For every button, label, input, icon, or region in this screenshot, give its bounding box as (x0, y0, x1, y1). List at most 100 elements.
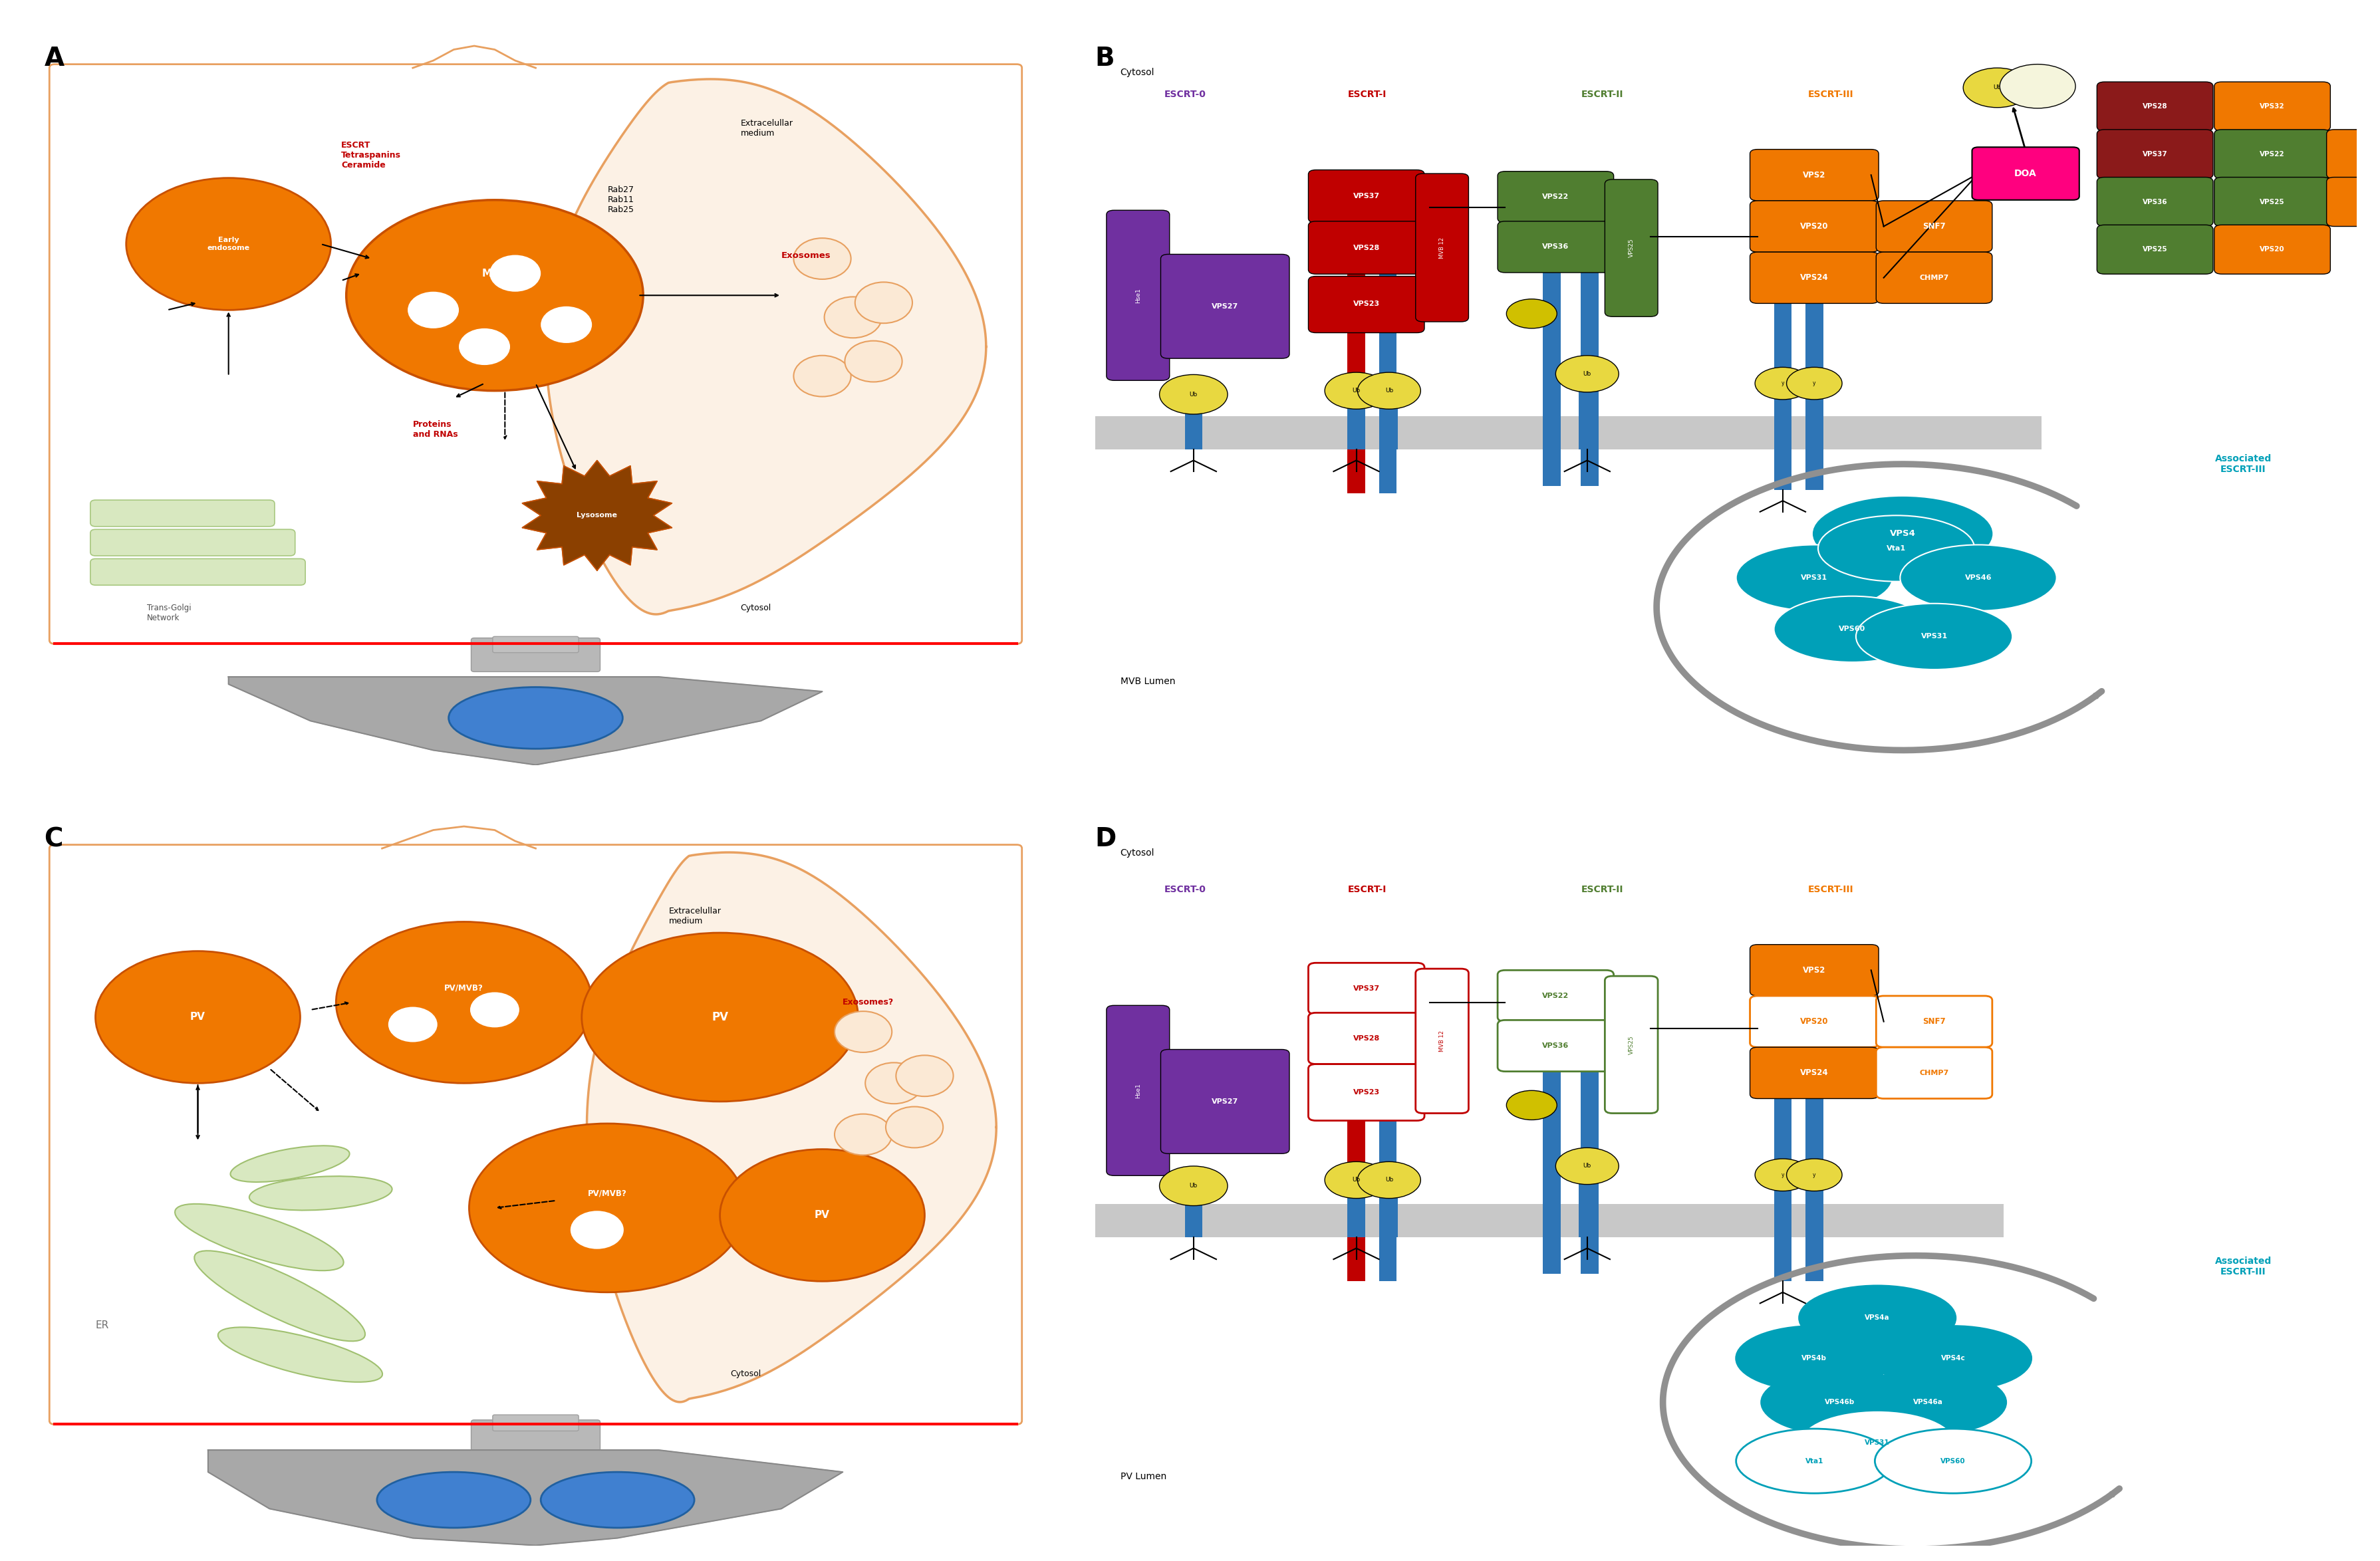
Text: ESCRT-III: ESCRT-III (1806, 91, 1854, 100)
Bar (1378, 251, 1397, 493)
Text: PV: PV (712, 1012, 728, 1022)
Ellipse shape (336, 921, 593, 1083)
Text: DOA: DOA (2013, 169, 2035, 178)
Ellipse shape (126, 178, 331, 311)
FancyBboxPatch shape (50, 64, 1021, 643)
Ellipse shape (376, 1472, 531, 1528)
Bar (1347, 1057, 1364, 1282)
Text: ER: ER (95, 1321, 109, 1330)
Text: VPS4b: VPS4b (1802, 1355, 1825, 1361)
Bar (1773, 284, 1792, 490)
Bar (1185, 1186, 1202, 1238)
Bar (1095, 1204, 2004, 1238)
Text: VPS28: VPS28 (1352, 1035, 1380, 1041)
Polygon shape (521, 460, 671, 570)
FancyBboxPatch shape (90, 500, 274, 526)
FancyBboxPatch shape (471, 638, 600, 671)
FancyBboxPatch shape (2097, 225, 2213, 275)
Ellipse shape (231, 1146, 350, 1182)
Text: Ub: Ub (1583, 372, 1590, 376)
Circle shape (1999, 64, 2075, 108)
Circle shape (835, 1012, 892, 1052)
Text: VPS20: VPS20 (1799, 222, 1828, 231)
Text: VPS31: VPS31 (1864, 1439, 1890, 1445)
Circle shape (1554, 356, 1618, 392)
Circle shape (540, 306, 593, 343)
Circle shape (793, 356, 850, 396)
Text: Proteins
and RNAs: Proteins and RNAs (412, 420, 457, 439)
FancyBboxPatch shape (1161, 1049, 1290, 1154)
Text: VPS20: VPS20 (2259, 247, 2285, 253)
FancyBboxPatch shape (1416, 173, 1468, 322)
Text: Vta1: Vta1 (1885, 545, 1906, 551)
Text: MVB: MVB (481, 268, 507, 278)
Text: VPS37: VPS37 (1352, 985, 1380, 991)
FancyBboxPatch shape (1875, 996, 1992, 1047)
Text: Cytosol: Cytosol (1121, 849, 1154, 857)
Circle shape (1357, 1161, 1421, 1199)
FancyBboxPatch shape (1971, 147, 2078, 200)
Text: VPS25: VPS25 (1628, 1035, 1635, 1055)
Text: Associated
ESCRT-III: Associated ESCRT-III (2213, 1257, 2271, 1277)
FancyBboxPatch shape (1749, 944, 1878, 996)
Text: VPS28: VPS28 (2142, 103, 2166, 109)
Text: VPS22: VPS22 (2259, 151, 2285, 158)
Text: Hse1: Hse1 (1135, 287, 1140, 303)
FancyBboxPatch shape (1497, 172, 1614, 223)
Bar (1095, 417, 2040, 450)
Text: CHMP7: CHMP7 (1918, 275, 1949, 281)
FancyBboxPatch shape (1309, 222, 1423, 275)
Text: MVB 12: MVB 12 (1438, 1030, 1445, 1052)
Ellipse shape (1875, 1325, 2030, 1391)
FancyBboxPatch shape (90, 529, 295, 556)
Text: VPS22: VPS22 (1542, 194, 1568, 200)
Circle shape (1159, 375, 1228, 414)
Text: Ub: Ub (1190, 392, 1197, 398)
Text: VPS36: VPS36 (1542, 244, 1568, 250)
FancyBboxPatch shape (2213, 130, 2330, 178)
Ellipse shape (174, 1204, 343, 1271)
Text: MVB 12: MVB 12 (1438, 237, 1445, 258)
Text: VPS4: VPS4 (1890, 529, 1916, 539)
Text: Cytosol: Cytosol (740, 604, 771, 612)
Ellipse shape (1735, 1325, 1892, 1391)
Ellipse shape (1773, 596, 1930, 662)
Ellipse shape (95, 951, 300, 1083)
Text: VPS27: VPS27 (1211, 303, 1238, 309)
FancyBboxPatch shape (1416, 969, 1468, 1113)
Ellipse shape (1811, 496, 1992, 571)
Text: VPS31: VPS31 (1799, 574, 1828, 581)
Text: VPS24: VPS24 (1799, 1069, 1828, 1077)
Bar (1580, 1065, 1597, 1274)
FancyBboxPatch shape (1107, 1005, 1169, 1175)
FancyBboxPatch shape (2097, 178, 2213, 226)
FancyBboxPatch shape (2213, 178, 2330, 226)
Text: ESCRT-0: ESCRT-0 (1164, 885, 1207, 894)
Circle shape (1785, 1158, 1842, 1191)
Text: VPS37: VPS37 (2142, 151, 2166, 158)
Bar (1804, 284, 1823, 490)
Circle shape (835, 1115, 892, 1155)
Text: Vta1: Vta1 (1804, 1458, 1823, 1464)
Text: Trans-Golgi
Network: Trans-Golgi Network (148, 604, 190, 623)
FancyBboxPatch shape (1107, 211, 1169, 381)
Bar (1804, 384, 1823, 490)
Text: VPS2: VPS2 (2361, 198, 2380, 204)
Text: MVB Lumen: MVB Lumen (1121, 677, 1176, 687)
Circle shape (1159, 1166, 1228, 1205)
FancyBboxPatch shape (1875, 201, 1992, 251)
Text: Associated
ESCRT-III: Associated ESCRT-III (2213, 454, 2271, 475)
Text: ESCRT-II: ESCRT-II (1580, 885, 1623, 894)
Text: Extracelullar
medium: Extracelullar medium (669, 907, 721, 926)
Bar (1804, 1086, 1823, 1282)
Text: VPS4a: VPS4a (1864, 1314, 1890, 1321)
FancyBboxPatch shape (1604, 976, 1656, 1113)
Text: ESCRT-I: ESCRT-I (1347, 885, 1385, 894)
Ellipse shape (1799, 1411, 1954, 1475)
FancyBboxPatch shape (2213, 81, 2330, 131)
Text: VPS28: VPS28 (1352, 245, 1380, 251)
Ellipse shape (1735, 545, 1892, 610)
Text: y: y (1780, 1172, 1783, 1179)
Polygon shape (545, 80, 985, 615)
Circle shape (1554, 1147, 1618, 1185)
